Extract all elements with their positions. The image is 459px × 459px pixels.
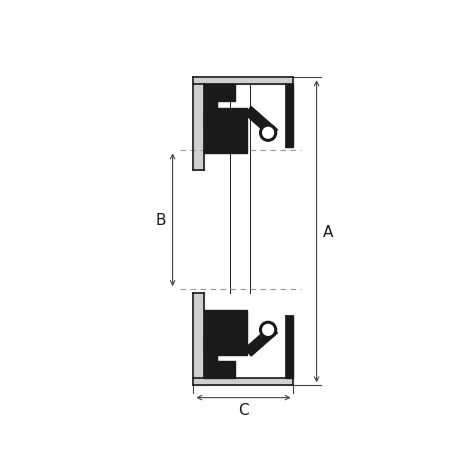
Circle shape [262,325,273,336]
Polygon shape [204,334,235,379]
Text: C: C [238,403,248,417]
Polygon shape [285,85,293,147]
Circle shape [262,128,273,139]
Text: B: B [156,213,166,228]
Polygon shape [245,325,277,356]
Polygon shape [204,109,246,153]
Polygon shape [245,107,277,138]
Polygon shape [285,316,293,379]
Circle shape [259,125,276,142]
Polygon shape [204,85,235,129]
Circle shape [259,322,276,339]
Polygon shape [204,310,246,355]
Text: A: A [322,224,332,239]
